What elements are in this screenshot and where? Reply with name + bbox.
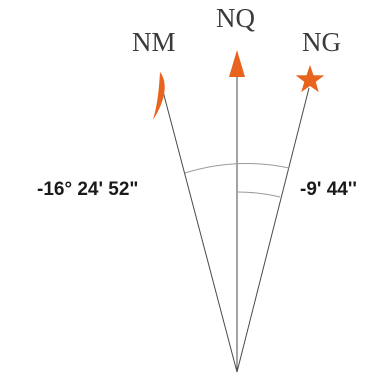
magnetic-north-label: NM bbox=[132, 27, 176, 57]
grid-north-line bbox=[236, 87, 310, 373]
grid-north-label: NG bbox=[302, 27, 341, 57]
declination-arc bbox=[184, 163, 290, 174]
star-icon bbox=[295, 65, 325, 93]
true-north-label: NQ bbox=[216, 3, 255, 33]
grid-convergence-value: -9' 44'' bbox=[300, 179, 357, 200]
convergence-arc bbox=[236, 191, 281, 198]
half-arrow-icon bbox=[153, 72, 165, 120]
magnetic-north-line bbox=[159, 79, 238, 373]
arrowhead-icon bbox=[229, 50, 245, 77]
magnetic-declination-value: -16° 24' 52" bbox=[37, 179, 138, 200]
